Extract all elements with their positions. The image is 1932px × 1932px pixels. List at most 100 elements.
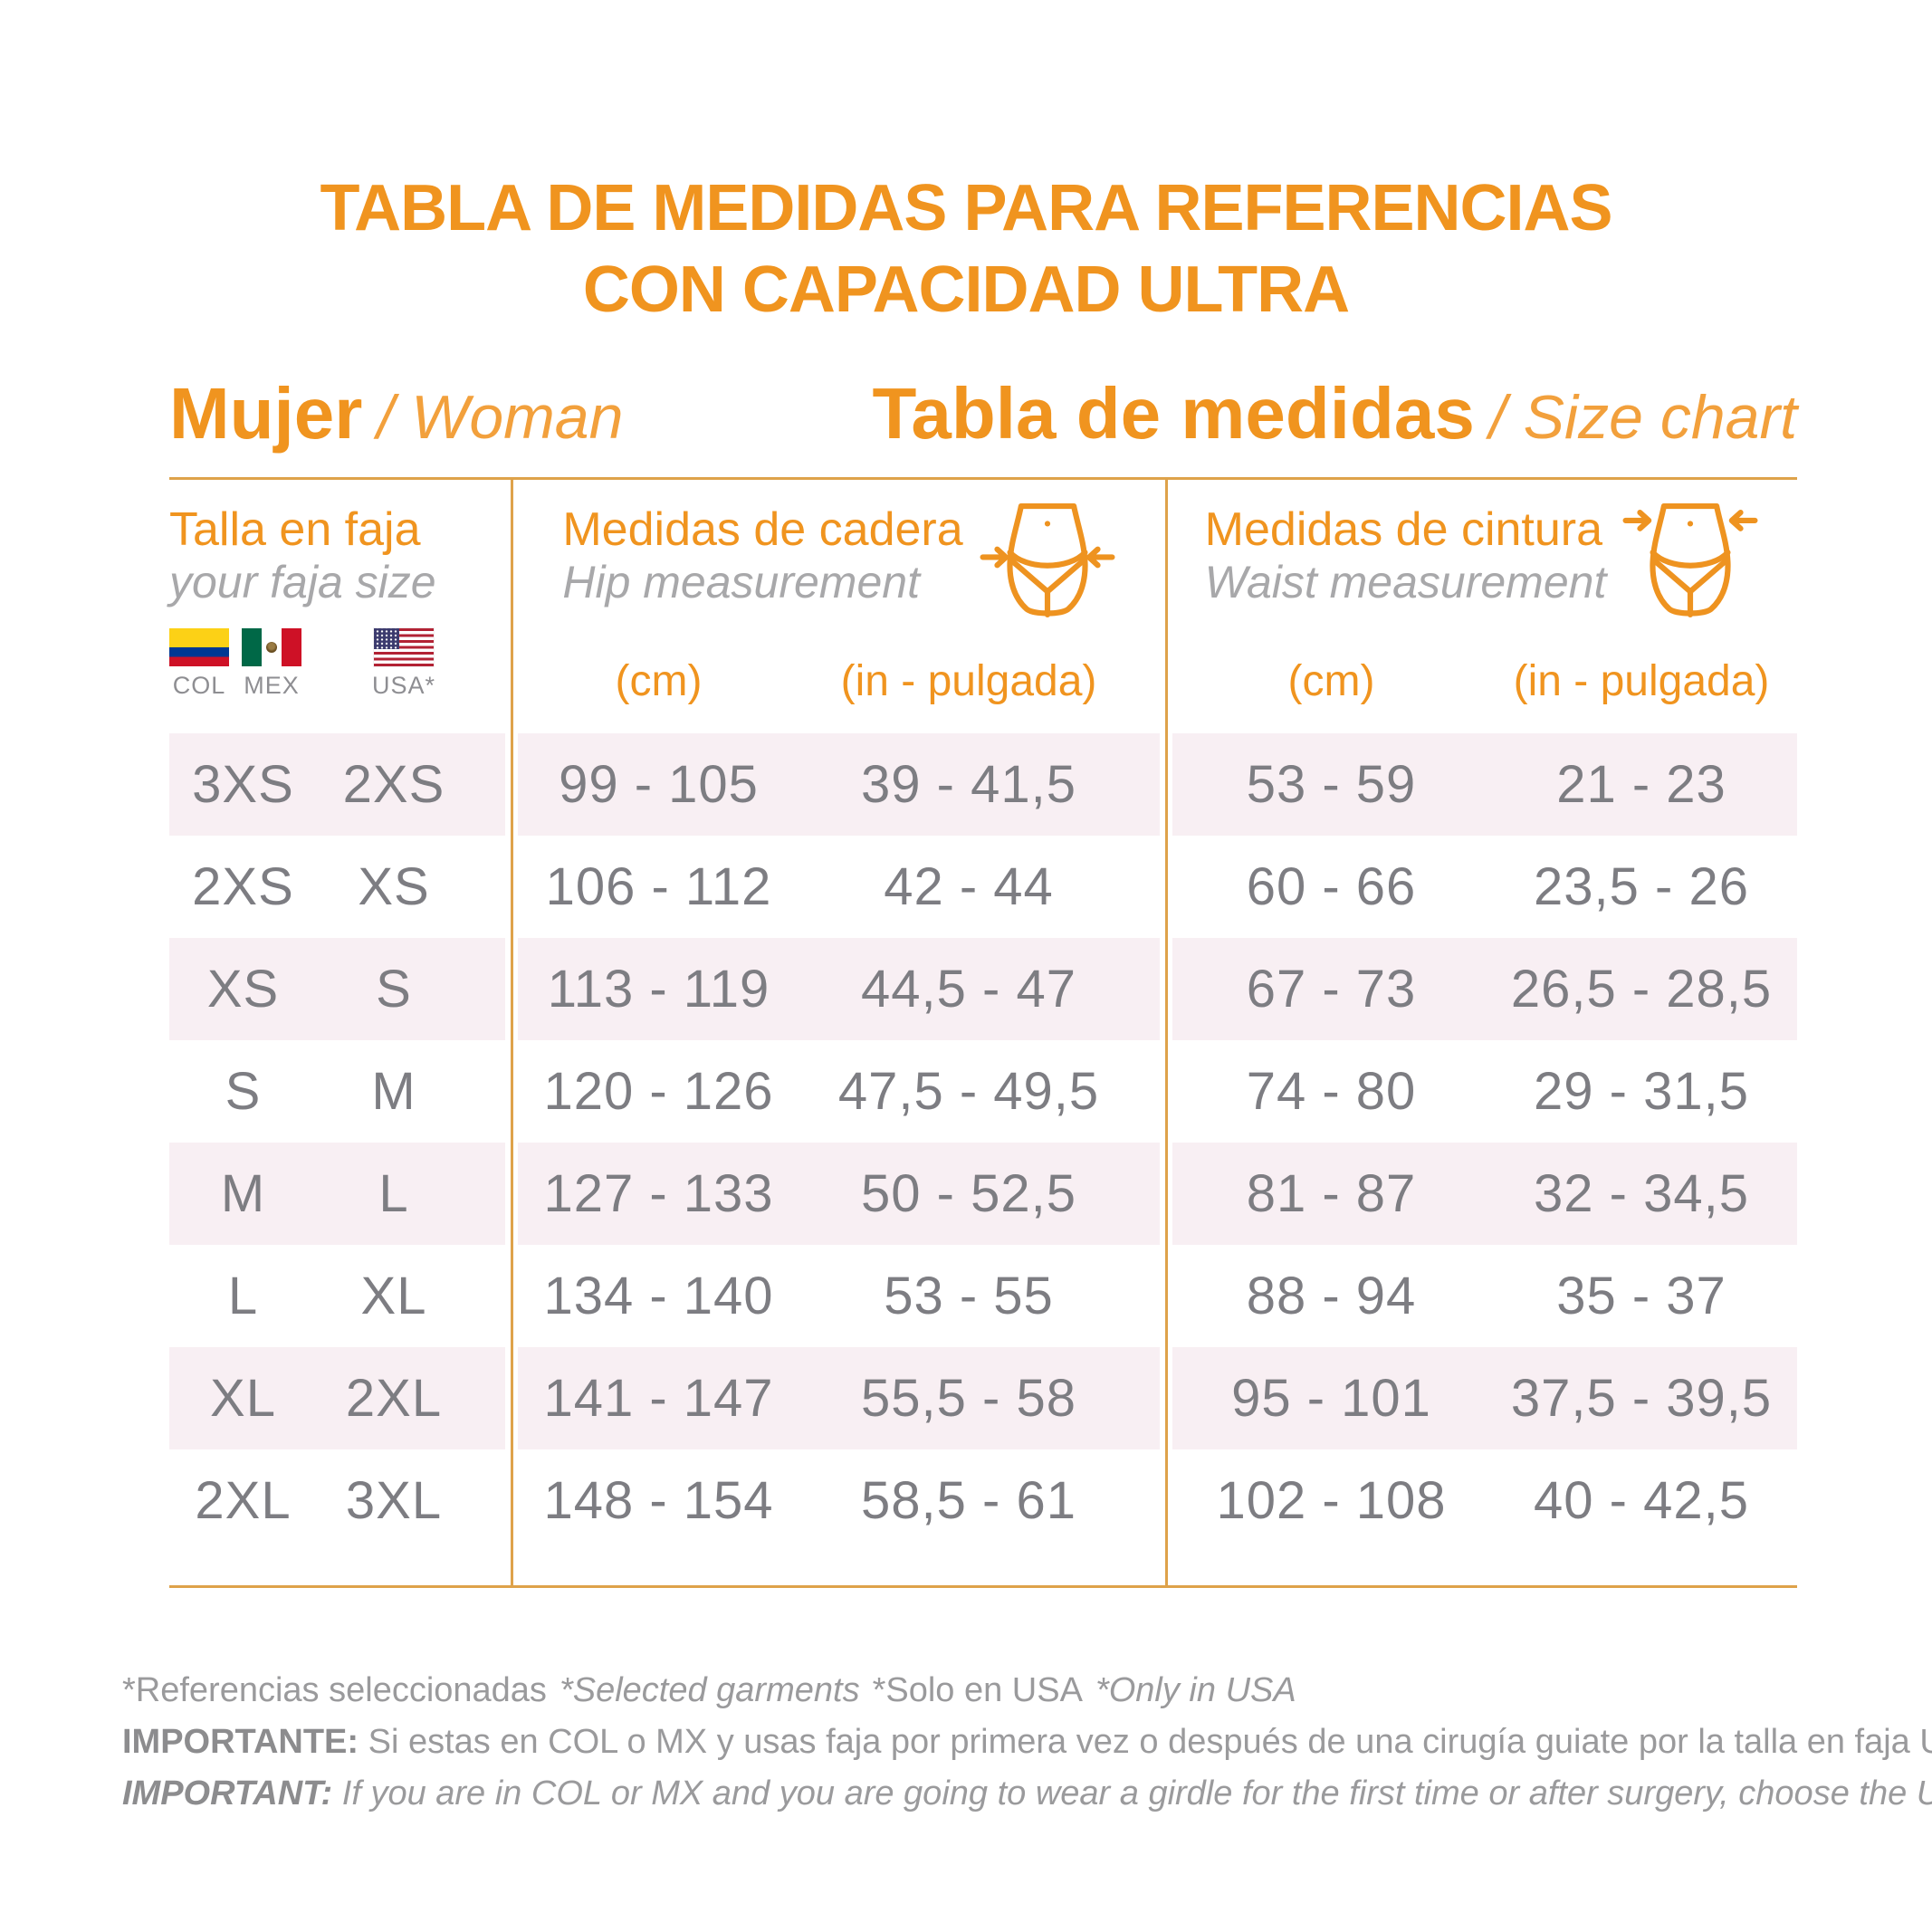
- hip-cm-cell: 127 - 133: [543, 1164, 774, 1223]
- waist-unit-in: (in - pulgada): [1513, 657, 1770, 705]
- important-label: IMPORTANT:: [122, 1774, 333, 1812]
- size-colmex-cell: 2XL: [195, 1471, 292, 1530]
- page-title-line2: CON CAPACIDAD ULTRA: [582, 253, 1350, 326]
- waist-cm-cell: 88 - 94: [1246, 1267, 1417, 1325]
- hip-unit-in: (in - pulgada): [840, 657, 1097, 705]
- size-usa-cell: M: [371, 1062, 416, 1121]
- mexico-flag-icon: [242, 628, 301, 667]
- flag-label-usa: USA*: [371, 672, 436, 700]
- table-row: 3XS 2XS 99 - 105 39 - 41,5 53 - 59 21 - 23: [169, 733, 1797, 836]
- waist-unit-cm: (cm): [1287, 657, 1375, 705]
- section-header-size-chart: Tabla de medidas / Size chart: [872, 372, 1797, 455]
- flag-label-mex: MEX: [244, 672, 300, 700]
- waist-in-cell: 23,5 - 26: [1534, 857, 1749, 916]
- waist-in-cell: 32 - 34,5: [1534, 1164, 1749, 1223]
- footnotes: *Referencias seleccionadas *Selected garm…: [122, 1665, 1932, 1820]
- section-headers: Mujer / Woman Tabla de medidas / Size char…: [169, 372, 1797, 455]
- footnote-ref-es: *Referencias seleccionadas: [122, 1671, 547, 1709]
- hip-unit-cm: (cm): [615, 657, 703, 705]
- table-row: XS S 113 - 119 44,5 - 47 67 - 73 26,5 - 28,…: [169, 938, 1797, 1040]
- waist-cm-cell: 81 - 87: [1246, 1164, 1417, 1223]
- table-header: Talla en faja your faja size COL MEX: [169, 480, 1797, 733]
- page-title: TABLA DE MEDIDAS PARA REFERENCIAS CON CA…: [0, 167, 1932, 330]
- importante-text: Si estas en COL o MX y usas faja por pri…: [368, 1723, 1932, 1761]
- page-title-line1: TABLA DE MEDIDAS PARA REFERENCIAS: [320, 172, 1612, 244]
- waist-cm-cell: 53 - 59: [1246, 755, 1417, 814]
- hip-units-row: (cm) (in - pulgada): [512, 656, 1166, 733]
- hip-cm-cell: 141 - 147: [543, 1369, 774, 1428]
- size-usa-cell: XS: [358, 857, 430, 916]
- size-colmex-cell: L: [227, 1267, 259, 1325]
- waist-in-cell: 21 - 23: [1556, 755, 1726, 814]
- size-colmex-cell: 3XS: [192, 755, 294, 814]
- hip-cm-cell: 148 - 154: [543, 1471, 774, 1530]
- woman-label-en: / Woman: [377, 383, 624, 452]
- size-usa-cell: 3XL: [345, 1471, 443, 1530]
- hip-in-cell: 55,5 - 58: [861, 1369, 1076, 1428]
- table-row: XL 2XL 141 - 147 55,5 - 58 95 - 101 37,5 - …: [169, 1347, 1797, 1449]
- footnote-usa-en: *Only in USA: [1095, 1671, 1296, 1709]
- hip-in-cell: 39 - 41,5: [861, 755, 1076, 814]
- hip-in-cell: 50 - 52,5: [861, 1164, 1076, 1223]
- size-usa-cell: XL: [360, 1267, 427, 1325]
- header-hip-column: Medidas de cadera Hip measurement: [512, 480, 1166, 733]
- hip-column-subtitle: Hip measurement: [562, 557, 920, 608]
- table-row: S M 120 - 126 47,5 - 49,5 74 - 80 29 - 31,5: [169, 1040, 1797, 1143]
- hip-cm-cell: 120 - 126: [543, 1062, 774, 1121]
- size-usa-cell: L: [378, 1164, 409, 1223]
- flag-block-mex: MEX: [242, 628, 301, 700]
- waist-in-cell: 35 - 37: [1556, 1267, 1726, 1325]
- column-divider-1: [511, 480, 513, 1585]
- waist-in-cell: 37,5 - 39,5: [1510, 1369, 1773, 1428]
- hip-column-title: Medidas de cadera: [562, 503, 963, 556]
- usa-flag-icon: [374, 628, 434, 667]
- header-waist-column: Medidas de cintura Waist measurement: [1166, 480, 1797, 733]
- table-row: 2XL 3XL 148 - 154 58,5 - 61 102 - 108 40 - …: [169, 1449, 1797, 1552]
- hip-in-cell: 47,5 - 49,5: [837, 1062, 1100, 1121]
- waist-in-cell: 40 - 42,5: [1534, 1471, 1749, 1530]
- size-usa-cell: 2XS: [342, 755, 445, 814]
- footnote-important-en: IMPORTANT: If you are in COL or MX and y…: [122, 1768, 1932, 1820]
- waist-column-title: Medidas de cintura: [1204, 503, 1603, 556]
- column-divider-2: [1165, 480, 1168, 1585]
- waist-column-subtitle: Waist measurement: [1204, 557, 1607, 608]
- size-usa-cell: S: [376, 960, 412, 1019]
- header-size-column: Talla en faja your faja size COL MEX: [169, 480, 512, 733]
- table-row: M L 127 - 133 50 - 52,5 81 - 87 32 - 34,5: [169, 1143, 1797, 1245]
- hip-in-cell: 58,5 - 61: [861, 1471, 1076, 1530]
- size-colmex-cell: S: [225, 1062, 262, 1121]
- hip-column-text: Medidas de cadera Hip measurement: [562, 503, 962, 608]
- flags-row: COL MEX USA*: [169, 628, 512, 700]
- footnote-usa-es: *Solo en USA: [872, 1671, 1083, 1709]
- table-row: 2XS XS 106 - 112 42 - 44 60 - 66 23,5 - 26: [169, 836, 1797, 938]
- waist-cm-cell: 60 - 66: [1246, 857, 1417, 916]
- waist-in-cell: 29 - 31,5: [1534, 1062, 1749, 1121]
- colombia-flag-icon: [169, 628, 229, 667]
- footnote-references: *Referencias seleccionadas *Selected garm…: [122, 1665, 1841, 1717]
- flag-block-usa: USA*: [371, 628, 436, 700]
- footnote-important-es: IMPORTANTE: Si estas en COL o MX y usas …: [122, 1717, 1932, 1768]
- hip-in-cell: 44,5 - 47: [861, 960, 1076, 1019]
- waist-column-text: Medidas de cintura Waist measurement: [1205, 503, 1607, 608]
- size-column-subtitle: your faja size: [169, 557, 436, 608]
- hip-in-cell: 42 - 44: [884, 857, 1054, 916]
- flag-block-col: COL: [169, 628, 229, 700]
- section-header-woman: Mujer / Woman: [169, 372, 623, 455]
- waist-measurement-icon: [1622, 500, 1758, 621]
- waist-cm-cell: 74 - 80: [1246, 1062, 1417, 1121]
- size-colmex-cell: 2XS: [192, 857, 294, 916]
- hip-in-cell: 53 - 55: [884, 1267, 1054, 1325]
- footnote-ref-en: *Selected garments: [559, 1671, 860, 1709]
- hip-cm-cell: 134 - 140: [543, 1267, 774, 1325]
- size-chart-label: Tabla de medidas: [872, 373, 1475, 454]
- flag-label-col: COL: [172, 672, 226, 700]
- size-table: Talla en faja your faja size COL MEX: [169, 477, 1797, 1588]
- important-text: If you are in COL or MX and you are goin…: [341, 1774, 1932, 1812]
- table-body: 3XS 2XS 99 - 105 39 - 41,5 53 - 59 21 - 23 …: [169, 733, 1797, 1585]
- size-chart-page: TABLA DE MEDIDAS PARA REFERENCIAS CON CA…: [0, 167, 1932, 1932]
- woman-label: Mujer: [169, 373, 363, 454]
- size-colmex-cell: M: [220, 1164, 266, 1223]
- waist-cm-cell: 67 - 73: [1246, 960, 1417, 1019]
- waist-in-cell: 26,5 - 28,5: [1510, 960, 1773, 1019]
- waist-cm-cell: 102 - 108: [1216, 1471, 1447, 1530]
